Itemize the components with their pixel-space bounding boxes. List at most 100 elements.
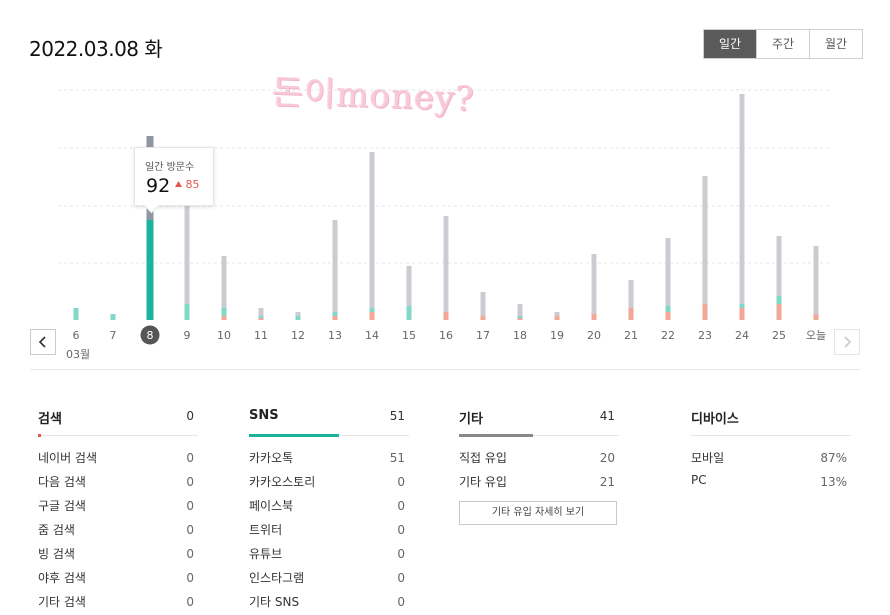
x-tick-label: 오늘 (806, 329, 826, 342)
row-label: 기타 SNS (249, 595, 300, 609)
bar-gray (665, 238, 671, 306)
row-label: 카카오스토리 (249, 475, 316, 489)
x-tick-label: 17 (476, 329, 490, 342)
list-item: 빙 검색 0 (38, 538, 198, 562)
panel-header: SNS 51 (249, 405, 409, 437)
bar-teal (332, 312, 338, 316)
period-tabs: 일간 주간 월간 (703, 29, 863, 59)
x-tick-label: 10 (217, 329, 231, 342)
list-item: 기타 유입 21 (459, 466, 619, 490)
bar-teal (221, 308, 227, 316)
bar-pink (776, 304, 782, 320)
chevron-left-icon (38, 336, 46, 348)
month-label: 03월 (66, 348, 91, 361)
panel-header: 디바이스 (691, 405, 851, 436)
panel-progress-bar (38, 434, 41, 437)
device-panel: 디바이스 모바일 87% PC 13% (691, 405, 851, 490)
bar-gray (184, 200, 190, 304)
row-label: 직접 유입 (459, 451, 507, 465)
bar-gray (702, 176, 708, 304)
row-value: 87% (820, 451, 847, 465)
row-label: 빙 검색 (38, 547, 75, 561)
bar-teal (369, 308, 375, 312)
row-value: 0 (186, 595, 194, 609)
row-label: 다음 검색 (38, 475, 86, 489)
bar-gray (258, 308, 264, 316)
tooltip-label: 일간 방문수 (145, 162, 195, 173)
list-item: 인스타그램 0 (249, 562, 409, 586)
list-item: 유튜브 0 (249, 538, 409, 562)
row-label: 기타 유입 (459, 475, 507, 489)
row-label: 유튜브 (249, 547, 283, 561)
panel-total: 41 (599, 409, 615, 423)
bar-pink (591, 314, 597, 320)
x-tick-label: 13 (328, 329, 342, 342)
row-label: 네이버 검색 (38, 451, 98, 465)
row-label: PC (691, 473, 707, 487)
bar-gray (443, 216, 449, 312)
bar-teal (776, 296, 782, 304)
x-tick-label: 9 (184, 329, 191, 342)
panel-total: 51 (389, 409, 405, 423)
list-item: 줌 검색 0 (38, 514, 198, 538)
bar-gray (591, 254, 597, 314)
row-label: 인스타그램 (249, 571, 305, 585)
bar-teal (258, 316, 264, 318)
bar-pink (554, 316, 560, 320)
selected-day-marker (140, 325, 160, 345)
bar-gray (739, 94, 745, 304)
triangle-up-icon (175, 181, 182, 187)
tab-daily[interactable]: 일간 (704, 30, 756, 58)
bar-pink (369, 312, 375, 320)
bar-gray (332, 220, 338, 312)
bar-teal (517, 316, 523, 318)
bar-pink (702, 304, 708, 320)
row-value: 21 (599, 475, 615, 489)
sns-panel: SNS 51 카카오톡 51 카카오스토리 0 페이스북 0 트위터 0 유튜브 0 인스… (249, 405, 409, 610)
row-label: 야후 검색 (38, 571, 86, 585)
panel-title: 검색 (38, 412, 62, 427)
row-value: 0 (397, 499, 405, 513)
chevron-right-icon (844, 336, 852, 348)
row-label: 페이스북 (249, 499, 294, 513)
list-item: 트위터 0 (249, 514, 409, 538)
etc-detail-button[interactable]: 기타 유입 자세히 보기 (459, 501, 617, 525)
panel-progress-bar (249, 434, 339, 437)
row-value: 0 (397, 571, 405, 585)
bar-teal (295, 316, 301, 320)
list-item: 모바일 87% (691, 442, 851, 466)
bar-teal (73, 308, 79, 320)
bar-pink (443, 312, 449, 320)
bar-pink (739, 308, 745, 320)
bar-teal (110, 314, 116, 320)
row-value: 0 (397, 523, 405, 537)
panel-rows: 카카오톡 51 카카오스토리 0 페이스북 0 트위터 0 유튜브 0 인스타그램 0 기타… (249, 436, 409, 610)
x-tick-label: 7 (110, 329, 117, 342)
tab-weekly[interactable]: 주간 (756, 30, 809, 58)
list-item: 네이버 검색 0 (38, 442, 198, 466)
panel-header: 기타 41 (459, 405, 619, 437)
x-tick-label: 23 (698, 329, 712, 342)
divider (30, 369, 860, 370)
bar-gray (554, 312, 560, 316)
row-value: 0 (186, 451, 194, 465)
row-value: 0 (186, 475, 194, 489)
bar-gray (628, 280, 634, 308)
bar-pink (665, 312, 671, 320)
list-item: 카카오톡 51 (249, 442, 409, 466)
tab-monthly[interactable]: 월간 (809, 30, 862, 58)
panel-title: SNS (249, 408, 279, 423)
x-tick-label: 21 (624, 329, 638, 342)
x-tick-label: 25 (772, 329, 786, 342)
bar-teal (739, 304, 745, 308)
bar-pink (628, 308, 634, 320)
row-label: 카카오톡 (249, 451, 294, 465)
next-button[interactable] (834, 329, 860, 355)
panel-progress-bar (459, 434, 533, 437)
prev-button[interactable] (30, 329, 56, 355)
bar-gray (295, 312, 301, 316)
panel-rows: 모바일 87% PC 13% (691, 436, 851, 490)
row-value: 0 (397, 595, 405, 609)
bar-pink (813, 314, 819, 320)
bar-pink (332, 316, 338, 320)
